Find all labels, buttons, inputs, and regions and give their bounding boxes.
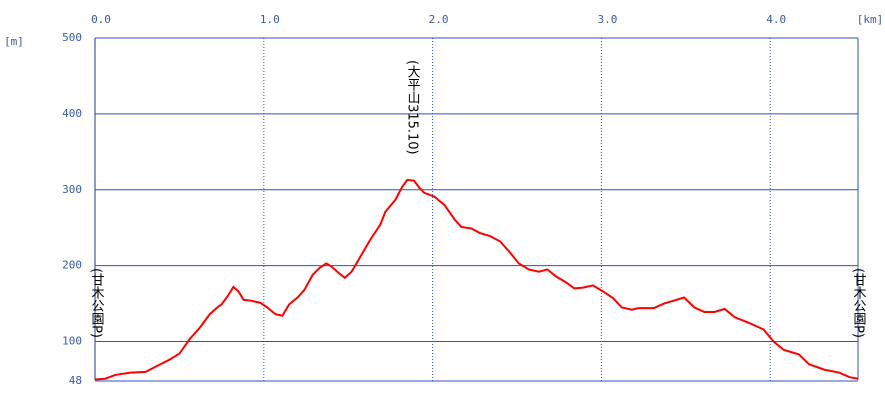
annotation: (甘木公園P) — [89, 268, 105, 338]
y-tick-label: 500 — [62, 31, 82, 44]
profile-line — [94, 178, 859, 381]
y-unit: [m] — [4, 35, 24, 48]
y-tick-label: 48 — [69, 374, 82, 387]
x-tick-label: 3.0 — [597, 13, 617, 26]
y-tick-label: 300 — [62, 183, 82, 196]
y-tick-label: 200 — [62, 259, 82, 272]
annotation: (大平山315.10) — [405, 60, 421, 155]
x-unit: [km] — [857, 13, 884, 26]
x-tick-label: 4.0 — [766, 13, 786, 26]
annotation: (甘木公園P) — [851, 268, 867, 338]
x-tick-label: 1.0 — [260, 13, 280, 26]
x-tick-label: 0.0 — [91, 13, 111, 26]
y-tick-label: 400 — [62, 107, 82, 120]
x-tick-label: 2.0 — [429, 13, 449, 26]
y-tick-label: 100 — [62, 335, 82, 348]
